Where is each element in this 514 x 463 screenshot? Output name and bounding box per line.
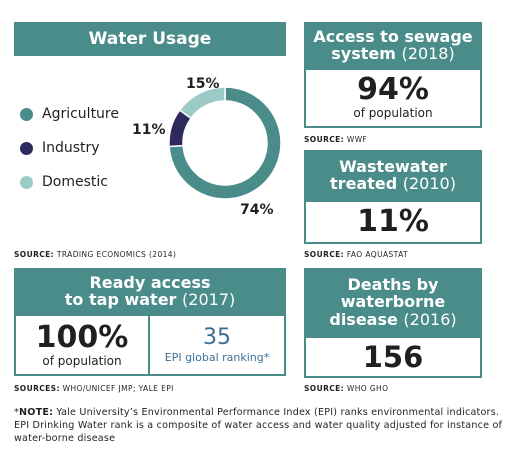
tap-water-source: SOURCES: WHO/UNICEF JMP; YALE EPI <box>14 384 174 393</box>
industry-swatch <box>20 141 33 155</box>
deaths-title-line2: waterborne <box>340 292 446 312</box>
tap-water-title-line1: Ready access <box>89 272 211 292</box>
tap-water-caption: of population <box>42 354 122 368</box>
domestic-swatch <box>20 175 33 189</box>
wastewater-title-line1: Wastewater <box>339 156 447 176</box>
donut-slice-domestic <box>178 86 226 120</box>
wastewater-title-line2: treated <box>330 174 398 193</box>
water-usage-donut-chart <box>168 86 282 200</box>
epi-ranking-box: 35 EPI global ranking* <box>148 314 286 376</box>
agriculture-swatch <box>20 107 33 121</box>
legend-item-industry: Industry <box>20 140 100 156</box>
footnote-label: NOTE: <box>19 407 54 418</box>
epi-ranking-caption: EPI global ranking* <box>164 351 270 364</box>
domestic-percent-label: 15% <box>186 76 220 92</box>
deaths-header: Deaths by waterborne disease (2016) <box>304 268 482 336</box>
donut-slice-agriculture <box>168 86 282 200</box>
sewage-source: SOURCE: WWF <box>304 135 368 144</box>
deaths-title-line3: disease <box>329 309 398 329</box>
wastewater-year: (2010) <box>402 174 456 193</box>
footnote: *NOTE: Yale University’s Environmental P… <box>14 407 503 444</box>
tap-water-year: (2017) <box>182 290 236 309</box>
sewage-title-line2: system <box>331 44 396 63</box>
sewage-header: Access to sewage system (2018) <box>304 22 482 68</box>
wastewater-source: SOURCE: FAO AQUASTAT <box>304 250 408 259</box>
deaths-value-box: 156 <box>304 336 482 378</box>
agriculture-percent-label: 74% <box>240 202 274 218</box>
tap-water-value-box: 100% of population <box>14 314 150 376</box>
legend-item-domestic: Domestic <box>20 174 108 190</box>
legend-label-domestic: Domestic <box>42 174 108 190</box>
sewage-caption: of population <box>353 106 433 120</box>
legend-label-agriculture: Agriculture <box>42 106 119 122</box>
epi-ranking-value: 35 <box>203 325 231 350</box>
deaths-value: 156 <box>362 340 424 374</box>
wastewater-header: Wastewater treated (2010) <box>304 150 482 200</box>
water-usage-header: Water Usage <box>14 22 286 56</box>
deaths-source: SOURCE: WHO GHO <box>304 384 389 393</box>
legend-item-agriculture: Agriculture <box>20 106 119 122</box>
wastewater-value-box: 11% <box>304 200 482 244</box>
tap-water-value: 100% <box>35 320 129 355</box>
wastewater-value: 11% <box>357 204 429 239</box>
tap-water-title-line2: to tap water <box>64 290 177 309</box>
footnote-text: Yale University’s Environmental Performa… <box>14 407 503 444</box>
deaths-year: (2016) <box>403 309 457 329</box>
water-usage-title: Water Usage <box>88 28 212 49</box>
deaths-title-line1: Deaths by <box>347 275 439 295</box>
industry-percent-label: 11% <box>132 122 166 138</box>
sewage-value: 94% <box>357 72 429 107</box>
water-usage-source: SOURCE: TRADING ECONOMICS (2014) <box>14 250 177 259</box>
sewage-title-line1: Access to sewage <box>313 26 473 46</box>
legend-label-industry: Industry <box>42 140 100 156</box>
sewage-value-box: 94% of population <box>304 68 482 128</box>
tap-water-header: Ready access to tap water (2017) <box>14 268 286 314</box>
sewage-year: (2018) <box>401 44 455 63</box>
